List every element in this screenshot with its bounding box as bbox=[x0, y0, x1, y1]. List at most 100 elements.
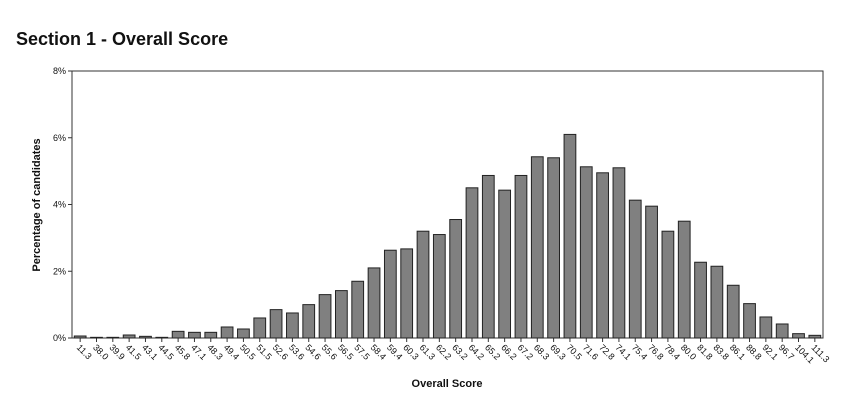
x-axis-title: Overall Score bbox=[412, 378, 483, 390]
x-tick-label: 83.8 bbox=[711, 342, 730, 361]
bar bbox=[563, 133, 577, 339]
x-tick-label: 71.6 bbox=[581, 342, 600, 361]
x-tick-label: 86.1 bbox=[728, 342, 747, 361]
bar bbox=[90, 336, 103, 339]
bar bbox=[449, 219, 463, 339]
x-tick-label: 53.6 bbox=[287, 342, 306, 361]
bar bbox=[351, 280, 365, 339]
x-tick-label: 44.5 bbox=[156, 342, 175, 361]
x-tick-label: 47.1 bbox=[189, 342, 208, 361]
x-tick-label: 43.1 bbox=[140, 342, 159, 361]
x-tick-label: 61.3 bbox=[418, 342, 437, 361]
x-tick-label: 92.1 bbox=[760, 342, 779, 361]
bar bbox=[661, 230, 675, 339]
x-tick-label: 60.3 bbox=[401, 342, 420, 361]
x-tick-label: 72.8 bbox=[597, 342, 616, 361]
bar bbox=[318, 294, 332, 339]
x-tick-label: 55.6 bbox=[320, 342, 339, 361]
x-tick-label: 66.2 bbox=[499, 342, 518, 361]
bar bbox=[432, 234, 446, 339]
bar bbox=[204, 331, 218, 339]
bar bbox=[139, 335, 152, 339]
y-tick-label: 0% bbox=[53, 333, 66, 343]
bar bbox=[514, 174, 528, 339]
x-tick-label: 48.3 bbox=[205, 342, 224, 361]
x-tick-label: 64.2 bbox=[467, 342, 486, 361]
x-tick-label: 50.5 bbox=[238, 342, 257, 361]
bar bbox=[726, 284, 740, 339]
plot-frame bbox=[71, 70, 824, 339]
y-axis-title: Percentage of candidates bbox=[31, 138, 43, 271]
bar bbox=[694, 261, 707, 339]
x-tick-label: 51.5 bbox=[254, 342, 273, 361]
y-tick-label: 8% bbox=[53, 66, 66, 76]
bar bbox=[792, 333, 805, 339]
bar bbox=[122, 334, 136, 339]
bar bbox=[188, 331, 201, 339]
bar bbox=[612, 167, 626, 339]
x-tick-label: 62.2 bbox=[434, 342, 453, 361]
x-tick-label: 68.3 bbox=[532, 342, 551, 361]
x-tick-label: 69.3 bbox=[548, 342, 567, 361]
bar bbox=[465, 187, 479, 339]
bar bbox=[171, 330, 185, 339]
x-tick-label: 67.2 bbox=[516, 342, 535, 361]
bar bbox=[759, 316, 773, 339]
bar bbox=[710, 265, 724, 339]
bar bbox=[269, 309, 283, 339]
bar bbox=[106, 336, 120, 339]
bar bbox=[220, 326, 234, 339]
bar bbox=[155, 336, 169, 339]
bar bbox=[335, 290, 348, 339]
bar bbox=[645, 205, 658, 339]
bar bbox=[253, 317, 267, 339]
x-tick-label: 41.5 bbox=[124, 342, 143, 361]
x-tick-label: 65.2 bbox=[483, 342, 502, 361]
x-tick-label: 63.2 bbox=[450, 342, 469, 361]
x-tick-label: 58.4 bbox=[369, 342, 388, 361]
y-tick-label: 4% bbox=[53, 200, 66, 210]
x-tick-label: 70.5 bbox=[565, 342, 584, 361]
x-tick-label: 74.1 bbox=[614, 342, 633, 361]
x-tick-label: 57.5 bbox=[352, 342, 371, 361]
x-tick-label: 45.8 bbox=[173, 342, 192, 361]
bar bbox=[547, 157, 560, 339]
x-tick-label: 80.0 bbox=[679, 342, 698, 361]
y-tick-label: 2% bbox=[53, 266, 66, 276]
bar bbox=[498, 189, 512, 339]
bar bbox=[73, 335, 87, 339]
y-tick-label: 6% bbox=[53, 133, 66, 143]
bar bbox=[596, 172, 609, 339]
bar bbox=[400, 248, 414, 339]
bar bbox=[237, 328, 250, 339]
x-tick-label: 54.6 bbox=[303, 342, 322, 361]
bar bbox=[481, 174, 495, 339]
bar bbox=[743, 303, 756, 339]
bar bbox=[416, 230, 430, 339]
x-tick-label: 56.5 bbox=[336, 342, 355, 361]
x-tick-label: 81.8 bbox=[695, 342, 714, 361]
x-tick-label: 88.8 bbox=[744, 342, 763, 361]
bar bbox=[286, 312, 299, 339]
x-tick-label: 96.7 bbox=[777, 342, 796, 361]
x-tick-label: 38.0 bbox=[91, 342, 110, 361]
x-tick-label: 11.3 bbox=[75, 342, 94, 361]
x-tick-label: 52.6 bbox=[271, 342, 290, 361]
bar bbox=[677, 220, 691, 339]
chart-title: Section 1 - Overall Score bbox=[16, 29, 228, 49]
bar bbox=[530, 156, 544, 339]
bar bbox=[383, 249, 397, 339]
x-tick-label: 78.4 bbox=[662, 342, 681, 361]
bar bbox=[579, 166, 593, 339]
x-tick-label: 75.4 bbox=[630, 342, 649, 361]
bar bbox=[775, 323, 789, 339]
x-tick-label: 59.4 bbox=[385, 342, 404, 361]
bar bbox=[628, 199, 642, 339]
x-tick-label: 49.4 bbox=[222, 342, 241, 361]
x-tick-label: 76.8 bbox=[646, 342, 665, 361]
bar bbox=[302, 304, 316, 339]
bar bbox=[808, 334, 822, 339]
x-tick-label: 39.9 bbox=[107, 342, 126, 361]
bar bbox=[367, 267, 381, 339]
